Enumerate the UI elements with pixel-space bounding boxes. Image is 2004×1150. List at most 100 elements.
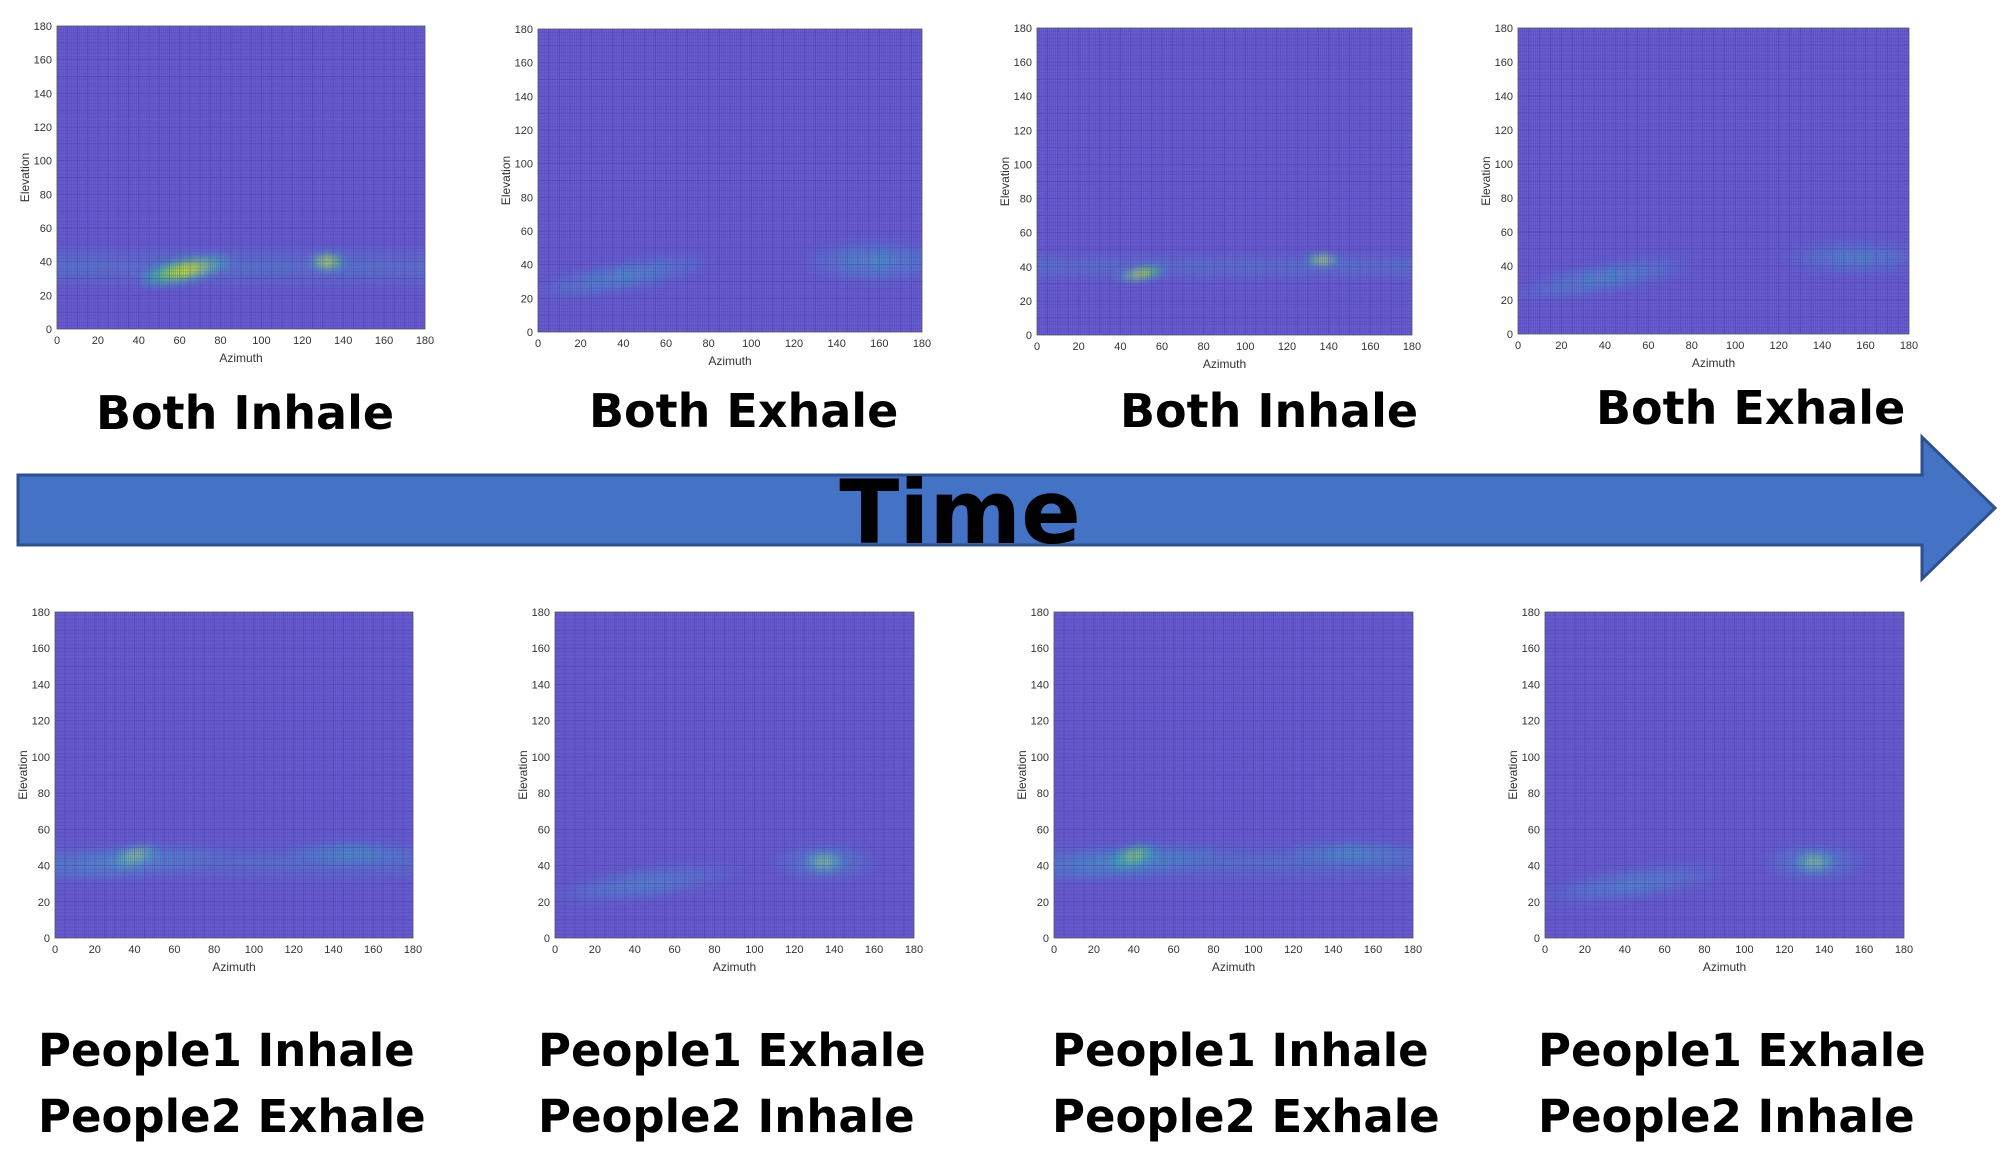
x-tick-label: 140 bbox=[324, 944, 342, 956]
heatmap-grid bbox=[55, 612, 413, 938]
x-tick-label: 80 bbox=[708, 944, 720, 956]
y-axis-label: Elevation bbox=[516, 750, 530, 799]
heatmap-blob bbox=[1778, 238, 1909, 277]
heatmap-blob bbox=[555, 860, 744, 907]
heatmap-blob bbox=[768, 840, 881, 884]
caption-bottom-4-line1: People1 Exhale bbox=[1538, 1024, 1926, 1077]
y-tick-label: 160 bbox=[515, 58, 533, 70]
heatmap-panel-bottom-1: 0 20 40 60 80 100 120 140 160 180 0 20 40 60 80 100 120 1… bbox=[16, 607, 422, 974]
y-tick-label: 180 bbox=[515, 24, 533, 36]
y-tick-label: 80 bbox=[1037, 788, 1049, 800]
y-axis-label: Elevation bbox=[1506, 750, 1520, 799]
y-tick-label: 140 bbox=[515, 91, 533, 103]
x-axis-label: Azimuth bbox=[219, 351, 262, 365]
y-tick-label: 40 bbox=[40, 257, 52, 269]
x-tick-label: 120 bbox=[1278, 341, 1296, 353]
y-tick-label: 60 bbox=[38, 824, 50, 836]
x-tick-label: 180 bbox=[1404, 944, 1422, 956]
x-tick-label: 120 bbox=[785, 944, 803, 956]
x-tick-label: 180 bbox=[404, 944, 422, 956]
x-tick-label: 0 bbox=[54, 335, 60, 347]
y-tick-label: 80 bbox=[1528, 788, 1540, 800]
heatmap-background bbox=[55, 612, 413, 938]
x-tick-label: 160 bbox=[364, 944, 382, 956]
caption-bottom-4-line2: People2 Inhale bbox=[1538, 1090, 1915, 1143]
x-axis-label: Azimuth bbox=[1203, 357, 1246, 371]
y-tick-label: 40 bbox=[1501, 261, 1513, 273]
y-tick-label: 120 bbox=[34, 122, 52, 134]
y-tick-label: 40 bbox=[38, 861, 50, 873]
y-tick-label: 0 bbox=[1534, 933, 1540, 945]
x-tick-label: 100 bbox=[1236, 341, 1254, 353]
x-tick-label: 160 bbox=[375, 335, 393, 347]
x-axis-label: Azimuth bbox=[1692, 356, 1735, 370]
x-tick-label: 20 bbox=[1555, 340, 1567, 352]
x-tick-label: 180 bbox=[1900, 340, 1918, 352]
caption-bottom-2-line2: People2 Inhale bbox=[538, 1090, 915, 1143]
y-tick-label: 60 bbox=[1020, 228, 1032, 240]
x-tick-label: 40 bbox=[617, 338, 629, 350]
heatmap-panel-top-1: 0 20 40 60 80 100 120 140 160 180 0 20 40 60 80 100 120 1… bbox=[18, 21, 434, 365]
y-tick-label: 100 bbox=[515, 159, 533, 171]
y-tick-label: 0 bbox=[1043, 933, 1049, 945]
caption-bottom-4: People1 Exhale People2 Inhale bbox=[1538, 1018, 1926, 1150]
y-tick-label: 80 bbox=[521, 192, 533, 204]
y-tick-label: 0 bbox=[544, 933, 550, 945]
heatmap-blob bbox=[55, 841, 234, 883]
caption-bottom-2-line1: People1 Exhale bbox=[538, 1024, 926, 1077]
x-tick-label: 160 bbox=[1364, 944, 1382, 956]
x-tick-label: 20 bbox=[1579, 944, 1591, 956]
x-tick-label: 0 bbox=[1051, 944, 1057, 956]
plot-frame bbox=[1544, 611, 1905, 939]
x-tick-label: 0 bbox=[552, 944, 558, 956]
x-tick-label: 180 bbox=[913, 338, 931, 350]
y-axis-label: Elevation bbox=[499, 156, 513, 205]
y-tick-label: 0 bbox=[46, 324, 52, 336]
y-tick-label: 100 bbox=[532, 752, 550, 764]
heatmap-panel-top-3: 0 20 40 60 80 100 120 140 160 180 0 20 40 60 80 100 120 1… bbox=[998, 23, 1421, 371]
y-tick-label: 120 bbox=[532, 716, 550, 728]
heatmap-blob bbox=[1545, 860, 1734, 907]
x-tick-label: 0 bbox=[1515, 340, 1521, 352]
y-tick-label: 120 bbox=[515, 125, 533, 137]
y-tick-label: 100 bbox=[32, 752, 50, 764]
heatmap-band bbox=[57, 243, 425, 291]
heatmap-panel-bottom-2: 0 20 40 60 80 100 120 140 160 180 0 20 40 60 80 100 120 1… bbox=[516, 607, 923, 974]
x-tick-label: 120 bbox=[1284, 944, 1302, 956]
y-tick-label: 140 bbox=[1014, 91, 1032, 103]
heatmap-blob bbox=[1283, 838, 1413, 868]
x-tick-label: 40 bbox=[1128, 944, 1140, 956]
x-tick-label: 80 bbox=[1686, 340, 1698, 352]
y-tick-label: 0 bbox=[44, 933, 50, 945]
x-tick-label: 180 bbox=[1895, 944, 1913, 956]
x-tick-label: 20 bbox=[575, 338, 587, 350]
y-axis-label: Elevation bbox=[1479, 156, 1493, 205]
x-tick-label: 120 bbox=[1775, 944, 1793, 956]
y-tick-label: 160 bbox=[1522, 643, 1540, 655]
x-tick-label: 140 bbox=[827, 338, 845, 350]
heatmap-blob bbox=[1303, 253, 1342, 267]
y-tick-label: 40 bbox=[1528, 861, 1540, 873]
y-tick-label: 20 bbox=[1037, 897, 1049, 909]
y-tick-label: 60 bbox=[538, 824, 550, 836]
heatmap-panel-top-4: 0 20 40 60 80 100 120 140 160 180 0 20 40 60 80 100 120 1… bbox=[1479, 23, 1918, 370]
caption-bottom-1-line2: People2 Exhale bbox=[38, 1090, 426, 1143]
heatmap-blob bbox=[1112, 265, 1170, 283]
x-tick-label: 100 bbox=[742, 338, 760, 350]
time-arrow-shape bbox=[16, 433, 1998, 583]
x-tick-label: 0 bbox=[1034, 341, 1040, 353]
y-tick-label: 160 bbox=[532, 643, 550, 655]
caption-bottom-3: People1 Inhale People2 Exhale bbox=[1052, 1018, 1440, 1150]
x-tick-label: 140 bbox=[1813, 340, 1831, 352]
x-tick-label: 180 bbox=[1403, 341, 1421, 353]
y-tick-label: 60 bbox=[521, 226, 533, 238]
y-axis-label: Elevation bbox=[18, 153, 32, 202]
y-axis-label: Elevation bbox=[16, 750, 30, 799]
plot-frame bbox=[54, 611, 414, 939]
x-axis-label: Azimuth bbox=[708, 354, 751, 368]
y-tick-label: 120 bbox=[1031, 716, 1049, 728]
x-tick-label: 20 bbox=[92, 335, 104, 347]
y-tick-label: 120 bbox=[1495, 125, 1513, 137]
y-tick-label: 160 bbox=[34, 55, 52, 67]
x-tick-label: 80 bbox=[703, 338, 715, 350]
